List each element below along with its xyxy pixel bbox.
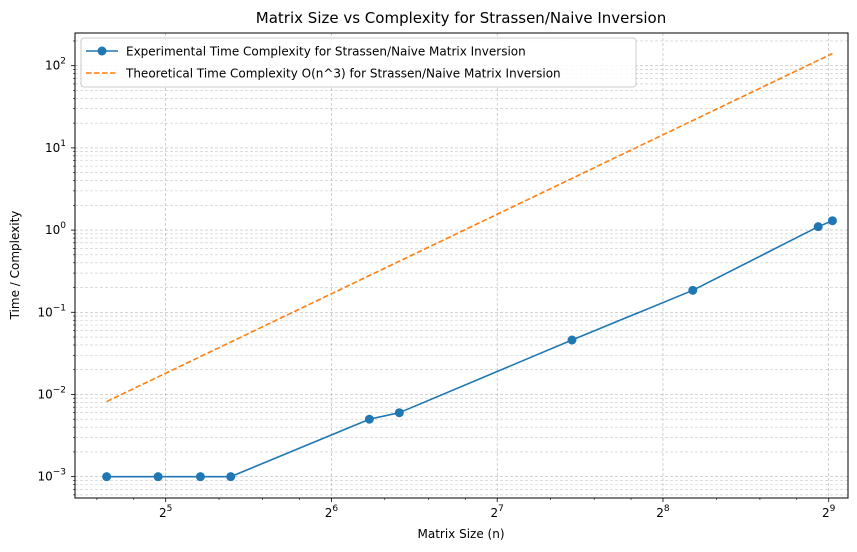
- series-line-theoretical: [106, 52, 833, 403]
- series-line-experimental: [106, 219, 833, 478]
- y-tick-label: 100: [45, 221, 66, 237]
- data-point: [195, 472, 205, 482]
- data-point: [813, 222, 823, 232]
- x-tick-label: 28: [656, 504, 670, 520]
- y-tick-label: 10−3: [37, 468, 66, 484]
- data-point: [567, 335, 577, 345]
- data-point: [394, 408, 404, 418]
- x-tick-label: 25: [159, 504, 172, 520]
- y-tick-label: 10−1: [37, 303, 66, 319]
- data-point: [102, 472, 112, 482]
- legend-label-experimental: Experimental Time Complexity for Strasse…: [126, 45, 526, 59]
- legend-box: [80, 37, 637, 88]
- y-tick-label: 10−2: [37, 385, 66, 401]
- plot-frame: [74, 32, 849, 499]
- x-tick-label: 29: [822, 504, 836, 520]
- grid-lines: [75, 33, 848, 498]
- data-point: [226, 472, 236, 482]
- data-point: [688, 285, 698, 295]
- legend: Experimental Time Complexity for Strasse…: [80, 37, 637, 88]
- x-axis-label: Matrix Size (n): [417, 527, 504, 541]
- x-tick-label: 26: [325, 504, 339, 520]
- data-point: [364, 414, 374, 424]
- y-axis-label: Time / Complexity: [8, 211, 22, 321]
- data-point: [827, 216, 837, 226]
- legend-marker-experimental: [97, 46, 107, 56]
- x-tick-label: 27: [491, 504, 504, 520]
- axis-ticks: 25 26 27 28 29 10−3 10−2 10−1 100 101 102: [37, 40, 836, 520]
- y-tick-label: 102: [45, 57, 66, 73]
- chart-title: Matrix Size vs Complexity for Strassen/N…: [256, 9, 666, 27]
- y-tick-label: 101: [45, 139, 66, 155]
- series-layer: [102, 52, 837, 482]
- legend-label-theoretical: Theoretical Time Complexity O(n^3) for S…: [125, 67, 561, 81]
- data-point: [153, 472, 163, 482]
